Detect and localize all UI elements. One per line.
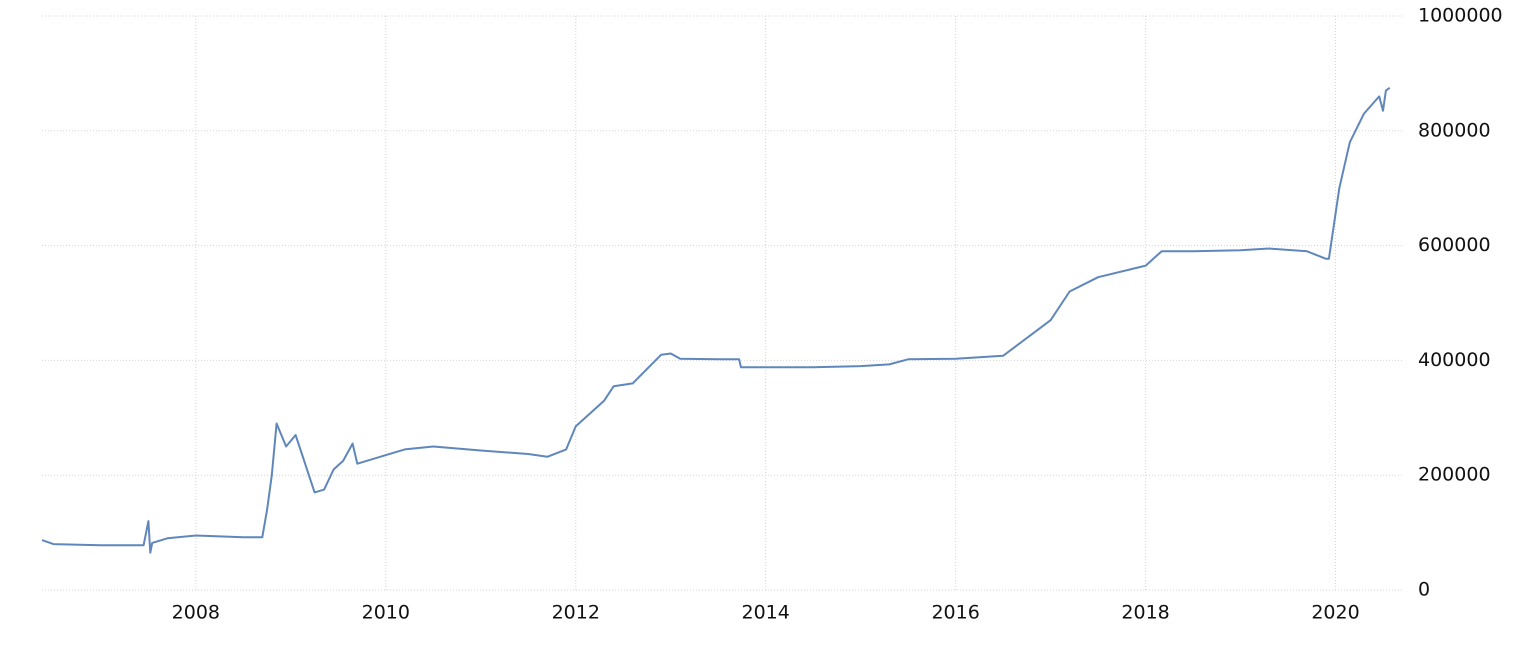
x-tick-label: 2016 — [931, 602, 979, 624]
y-tick-label: 800000 — [1418, 119, 1491, 141]
y-tick-label: 200000 — [1418, 464, 1491, 486]
x-tick-label: 2010 — [362, 602, 410, 624]
x-tick-label: 2008 — [172, 602, 220, 624]
x-tick-label: 2018 — [1121, 602, 1169, 624]
data-line — [41, 86, 1391, 554]
x-tick-label: 2020 — [1311, 602, 1359, 624]
x-tick-label: 2012 — [552, 602, 600, 624]
y-tick-label: 0 — [1418, 579, 1430, 601]
y-tick-label: 400000 — [1418, 349, 1491, 371]
y-tick-label: 600000 — [1418, 234, 1491, 256]
x-tick-label: 2014 — [742, 602, 790, 624]
y-tick-label: 1000000 — [1418, 5, 1503, 27]
